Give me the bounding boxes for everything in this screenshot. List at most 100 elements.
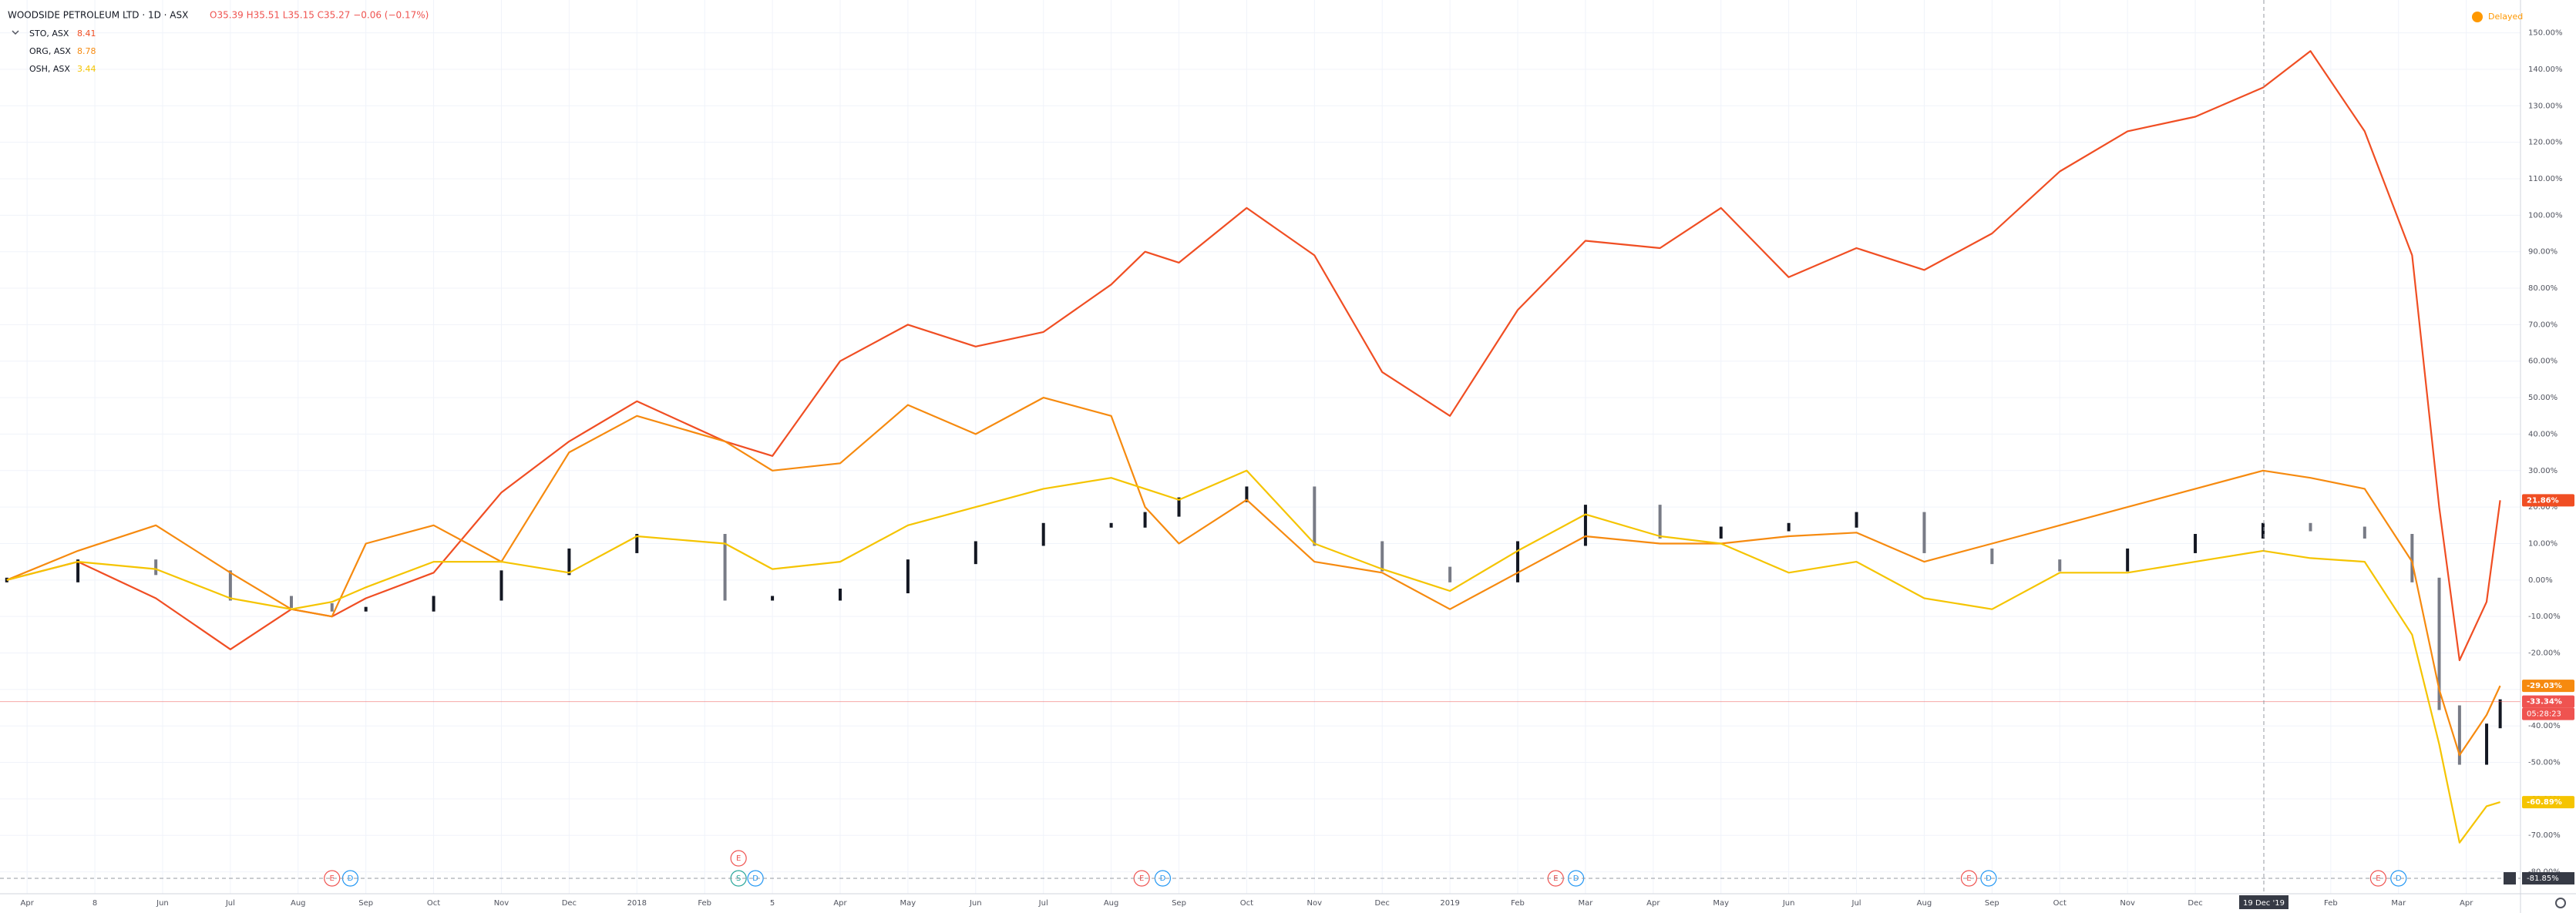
x-tick-label: Jul: [1851, 899, 1861, 908]
x-tick-label: Mar: [1578, 899, 1593, 908]
x-tick-label: Feb: [2324, 899, 2338, 908]
value-label: -60.89%: [2527, 798, 2562, 807]
x-tick-label: 8: [92, 899, 97, 908]
x-tick-label: Nov: [494, 899, 509, 908]
settings-icon[interactable]: [2555, 898, 2566, 908]
x-tick-label: Jul: [225, 899, 235, 908]
countdown-box: [2522, 707, 2574, 720]
y-tick-label: 60.00%: [2528, 357, 2558, 366]
legend-name: OSH, ASX: [29, 64, 70, 74]
series-line: [6, 397, 2501, 757]
x-tick-label: Mar: [2391, 899, 2406, 908]
candle: [1855, 512, 1858, 528]
event-marker[interactable]: [1960, 870, 1978, 887]
y-tick-label: 50.00%: [2528, 394, 2558, 402]
candle: [2457, 705, 2461, 765]
countdown: 05:28:23: [2527, 710, 2561, 719]
event-marker[interactable]: [2369, 870, 2387, 887]
candle: [839, 589, 842, 601]
y-tick-label: 30.00%: [2528, 467, 2558, 475]
event-label: D: [752, 874, 758, 883]
series-line: [6, 50, 2501, 662]
y-tick-label: -10.00%: [2528, 613, 2561, 621]
candle: [2362, 526, 2366, 539]
legend-name: ORG, ASX: [29, 46, 71, 56]
y-tick-label: 110.00%: [2528, 175, 2563, 183]
value-label-box: [2522, 796, 2574, 809]
candle: [2309, 522, 2312, 532]
candle: [2194, 534, 2198, 553]
value-label: -33.34%: [2527, 698, 2562, 707]
value-label: -29.03%: [2527, 682, 2562, 690]
candle: [1245, 486, 1249, 502]
x-tick-label: May: [1713, 899, 1729, 908]
candle: [1583, 505, 1587, 546]
candle: [330, 603, 334, 612]
candle: [1516, 541, 1520, 582]
y-tick-label: 120.00%: [2528, 139, 2563, 147]
y-tick-label: -20.00%: [2528, 650, 2561, 658]
event-label: E: [2376, 874, 2380, 883]
crosshair-plus[interactable]: [2504, 872, 2516, 884]
candle: [1990, 548, 1994, 565]
candle: [432, 596, 435, 612]
status-icon[interactable]: [2472, 12, 2483, 22]
y-tick-label: 10.00%: [2528, 539, 2558, 548]
status: Delayed: [2472, 12, 2523, 22]
candle: [364, 606, 368, 612]
y-tick-label: 40.00%: [2528, 430, 2558, 438]
status-text: Delayed: [2488, 12, 2523, 22]
candle: [1177, 497, 1181, 517]
settings[interactable]: [2555, 898, 2566, 908]
candle: [1787, 522, 1791, 532]
x-tick-label: Aug: [1104, 899, 1119, 908]
legend-rows: STO, ASX 8.41 ORG, ASX 8.78 OSH, ASX 3.44: [12, 29, 96, 74]
event-marker[interactable]: [730, 850, 747, 867]
event-label: E: [1966, 874, 1971, 883]
y-tick-label: -40.00%: [2528, 722, 2561, 730]
x-tick-label: Feb: [1511, 899, 1525, 908]
x-tick-label: Oct: [2053, 899, 2067, 908]
candle: [499, 570, 503, 601]
candle: [906, 559, 910, 594]
x-tick-label: 5: [770, 899, 775, 908]
candle: [974, 541, 977, 565]
x-tick-label: 2019: [1440, 899, 1459, 908]
y-tick-label: 80.00%: [2528, 284, 2558, 293]
candle: [567, 548, 571, 576]
x-tick-label: Apr: [2460, 899, 2473, 908]
candle: [76, 559, 80, 582]
x-tick-label: Nov: [1307, 899, 1323, 908]
x-tick-label: Apr: [833, 899, 847, 908]
candle: [228, 570, 232, 601]
value-label: 21.86%: [2527, 496, 2559, 505]
event-marker[interactable]: [324, 870, 341, 887]
candle: [1658, 505, 1662, 539]
x-tick-label: Oct: [1240, 899, 1253, 908]
candle: [1109, 522, 1113, 528]
candle: [2498, 699, 2502, 729]
candle: [723, 534, 727, 601]
x-tick-label: Sep: [1985, 899, 1999, 908]
x-tick-label: Aug: [1917, 899, 1932, 908]
candle: [1922, 512, 1926, 553]
value-label-box: [2522, 695, 2574, 708]
y-tick-label: 140.00%: [2528, 65, 2563, 74]
x-tick-label: May: [900, 899, 916, 908]
y-tick-label: 90.00%: [2528, 248, 2558, 257]
event-label: E: [736, 854, 741, 863]
event-label: D: [2396, 874, 2402, 883]
x-tick-label: Sep: [1172, 899, 1186, 908]
candle: [2261, 522, 2265, 539]
collapse-icon[interactable]: [12, 30, 19, 35]
candle: [2058, 559, 2062, 572]
value-label-box: [2522, 680, 2574, 693]
x-tick-label: Dec: [1375, 899, 1390, 908]
candle: [1143, 512, 1147, 528]
candle: [2437, 577, 2441, 710]
event-label: E: [330, 874, 335, 883]
y-tick-label: 100.00%: [2528, 211, 2563, 220]
grid: [0, 0, 2521, 894]
event-marker[interactable]: [2390, 870, 2407, 887]
